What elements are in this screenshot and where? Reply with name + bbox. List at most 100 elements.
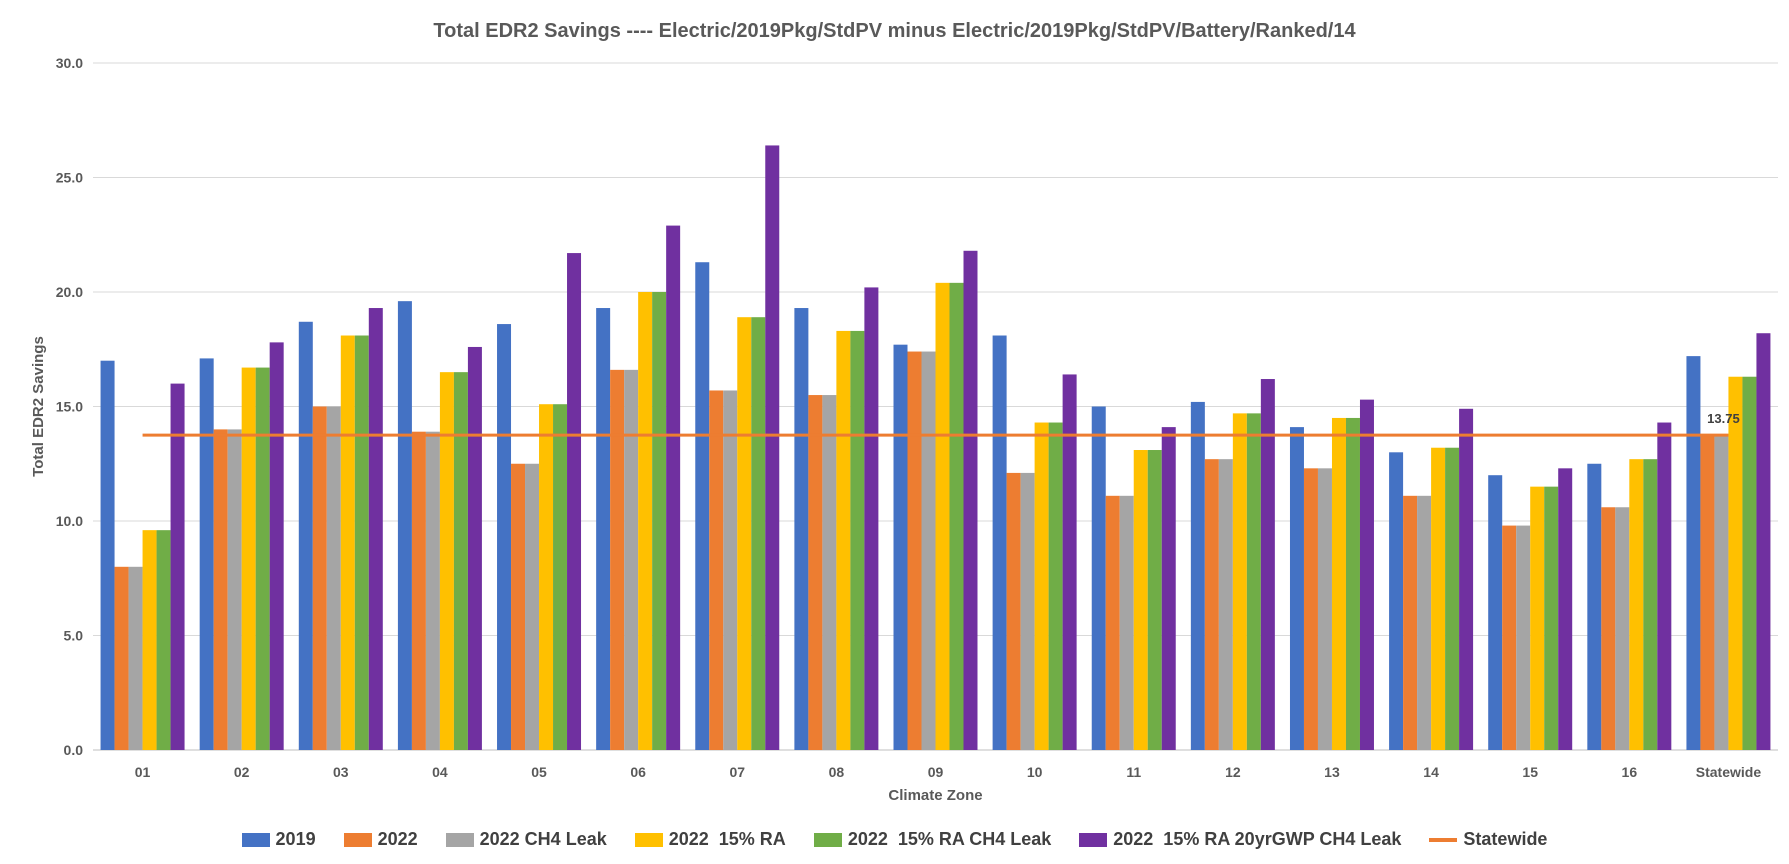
legend-item: 2022 15% RA CH4 Leak (813, 829, 1052, 850)
bar (935, 282, 950, 750)
bar (1105, 495, 1120, 750)
x-tick-label: 12 (1225, 764, 1241, 780)
legend-item: 2022 15% RA (634, 829, 786, 850)
bar (1091, 406, 1106, 750)
bar (269, 342, 284, 750)
bar (1601, 507, 1616, 750)
bar (1190, 401, 1205, 750)
bar (340, 335, 355, 750)
bar (1218, 459, 1233, 750)
bar (1629, 459, 1644, 750)
bar (1317, 468, 1332, 750)
bar (1431, 447, 1446, 750)
bar (326, 406, 341, 750)
bar (864, 287, 879, 750)
bar (850, 330, 865, 750)
legend-swatch (445, 832, 474, 847)
bar (1643, 459, 1658, 750)
bar (1389, 452, 1404, 750)
bar (1246, 413, 1261, 750)
bar (1303, 468, 1318, 750)
x-tick-label: 16 (1622, 764, 1638, 780)
y-tick-label: 20.0 (56, 284, 83, 300)
x-axis-title: Climate Zone (888, 787, 982, 804)
legend-item: 2022 15% RA 20yrGWP CH4 Leak (1079, 829, 1401, 850)
y-tick-label: 25.0 (56, 170, 83, 186)
bar (1700, 433, 1715, 750)
y-tick-label: 15.0 (56, 399, 83, 415)
x-tick-label: 14 (1423, 764, 1439, 780)
y-tick-label: 10.0 (56, 513, 83, 529)
bar (1459, 408, 1474, 750)
legend-label: 2022 15% RA (668, 829, 786, 849)
chart-legend: 2019 2022 2022 CH4 Leak 2022 15% RA 2022 15%… (0, 829, 1789, 850)
bar (439, 372, 454, 750)
x-tick-label: 07 (729, 764, 745, 780)
bar (354, 335, 369, 750)
bar (1657, 422, 1672, 750)
bar (100, 360, 115, 750)
bar (1587, 463, 1602, 750)
bar (624, 369, 639, 750)
bar (411, 431, 426, 750)
bar (907, 351, 922, 750)
x-tick-label: 11 (1126, 764, 1141, 780)
x-tick-label: 02 (234, 764, 250, 780)
bar (1232, 413, 1247, 750)
x-tick-label: 10 (1027, 764, 1043, 780)
bar (1530, 486, 1545, 750)
bar (142, 530, 157, 750)
bar (638, 292, 653, 750)
bar (666, 225, 681, 751)
legend-label: 2022 15% RA CH4 Leak (847, 829, 1052, 849)
bar (1345, 417, 1360, 750)
bar (1006, 472, 1021, 750)
bar (497, 324, 512, 750)
statewide-data-label: 13.75 (1707, 411, 1740, 426)
bar (921, 351, 936, 750)
bar (695, 262, 710, 750)
bar (1048, 422, 1063, 750)
x-tick-label: 01 (135, 764, 151, 780)
bar (255, 367, 270, 750)
legend-item: Statewide (1429, 829, 1547, 850)
bar (1034, 422, 1049, 750)
legend-item: 2022 (343, 829, 418, 850)
bar (567, 253, 582, 750)
bar (1133, 450, 1148, 750)
legend-item: 2022 CH4 Leak (445, 829, 607, 850)
bar (1062, 374, 1077, 750)
x-tick-label: 09 (928, 764, 944, 780)
bar (227, 429, 242, 750)
legend-swatch (1429, 837, 1458, 842)
legend-label: 2019 (275, 829, 316, 849)
legend-label: 2022 CH4 Leak (479, 829, 607, 849)
bar (596, 308, 611, 750)
bar (525, 463, 540, 750)
bar (1020, 472, 1035, 750)
legend-label: Statewide (1463, 829, 1548, 849)
bar (114, 566, 129, 750)
x-tick-label: 05 (531, 764, 547, 780)
bar (1119, 495, 1134, 750)
bar (425, 431, 440, 750)
bar (511, 463, 526, 750)
bar (1728, 376, 1743, 750)
legend-swatch (634, 832, 663, 847)
bar (312, 406, 327, 750)
bar (1742, 376, 1757, 750)
x-tick-label: 15 (1522, 764, 1538, 780)
bar (1403, 495, 1418, 750)
bar (836, 330, 851, 750)
legend-label: 2022 (377, 829, 418, 849)
bar (1544, 486, 1559, 750)
x-tick-label: 13 (1324, 764, 1340, 780)
bar (539, 404, 554, 750)
bar (241, 367, 256, 750)
bar (1714, 433, 1729, 750)
legend-item: 2019 (241, 829, 316, 850)
bar (553, 404, 568, 750)
y-axis-title: Total EDR2 Savings (30, 336, 47, 477)
